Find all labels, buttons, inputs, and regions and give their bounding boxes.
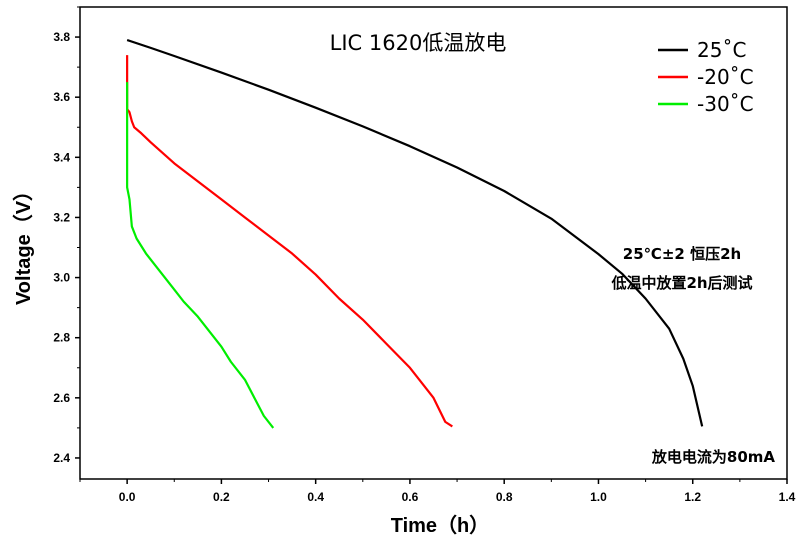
x-tick-label: 0.8	[496, 490, 513, 504]
y-tick-label: 2.4	[53, 451, 70, 465]
series-line-0	[126, 39, 704, 427]
note-discharge-current: 放电电流为80mA	[651, 448, 776, 466]
x-tick-label: 0.2	[213, 490, 230, 504]
y-tick-label: 2.8	[53, 331, 70, 345]
legend-label: -20˚C	[697, 65, 754, 89]
x-axis-ticks: 0.0 0.2 0.4 0.6 0.8 1.0 1.2 1.4	[79, 479, 796, 504]
x-tick-label: 0.6	[402, 490, 419, 504]
series-line-1	[126, 55, 453, 428]
x-tick-label: 0.4	[307, 490, 324, 504]
legend: 25˚C -20˚C -30˚C	[658, 38, 754, 116]
y-axis-ticks: 2.4 2.6 2.8 3.0 3.2 3.4 3.6 3.8	[53, 6, 80, 465]
x-tick-label: 1.4	[779, 490, 796, 504]
x-tick-label: 1.2	[684, 490, 701, 504]
y-tick-label: 3.2	[53, 210, 70, 224]
legend-label: -30˚C	[697, 92, 754, 116]
series-layer	[126, 39, 704, 429]
y-tick-label: 3.0	[53, 271, 70, 285]
series-line-2	[126, 82, 275, 429]
chart-title: LIC 1620低温放电	[330, 31, 507, 55]
y-tick-label: 3.4	[53, 150, 70, 164]
x-tick-label: 1.0	[590, 490, 607, 504]
x-axis-label: Time（h）	[391, 514, 490, 537]
y-axis-label: Voltage（V）	[12, 181, 35, 305]
y-tick-label: 3.6	[53, 90, 70, 104]
legend-label: 25˚C	[697, 38, 746, 62]
note-low-temp-storage: 低温中放置2h后测试	[610, 274, 752, 292]
y-tick-label: 2.6	[53, 391, 70, 405]
plot-frame	[79, 6, 788, 480]
y-tick-label: 3.8	[53, 30, 70, 44]
x-tick-label: 0.0	[119, 490, 136, 504]
note-charge-condition: 25℃±2 恒压2h	[623, 245, 741, 263]
